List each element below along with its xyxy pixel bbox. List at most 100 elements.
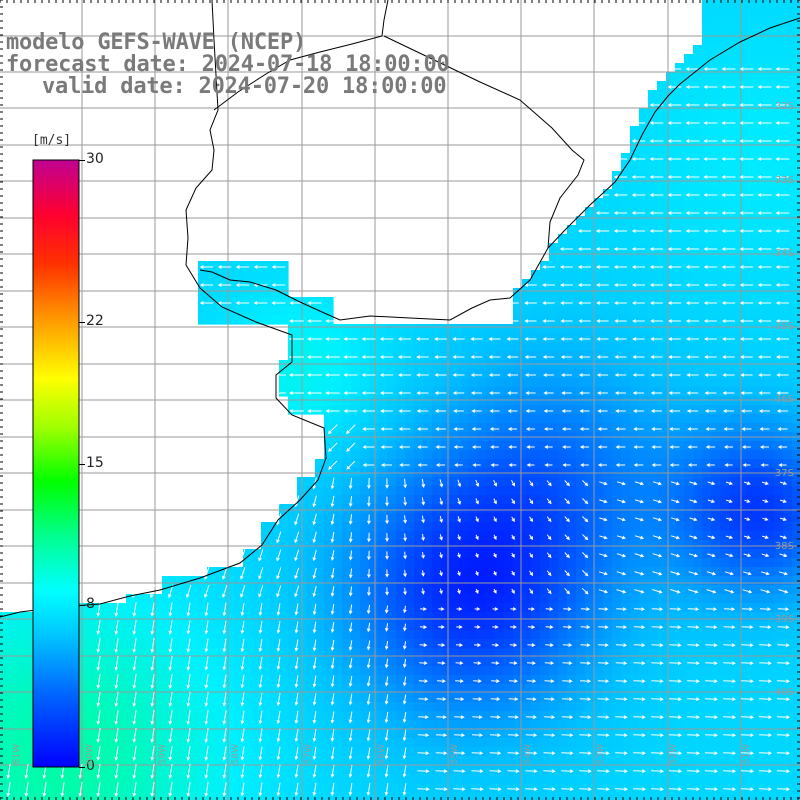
wind-arrow bbox=[650, 373, 663, 377]
wind-arrow bbox=[649, 121, 664, 125]
wind-arrow bbox=[724, 463, 733, 467]
wind-arrow bbox=[707, 481, 716, 486]
wind-arrow bbox=[294, 728, 299, 742]
wind-arrow bbox=[402, 765, 407, 778]
valid-date: valid date: 2024-07-20 18:00:00 bbox=[42, 74, 447, 99]
wind-arrow bbox=[685, 265, 700, 269]
wind-arrow bbox=[509, 661, 518, 665]
wind-arrow bbox=[276, 531, 282, 544]
wind-arrow bbox=[453, 409, 464, 413]
wind-arrow bbox=[649, 139, 664, 143]
wind-arrow bbox=[168, 656, 173, 671]
wind-arrow bbox=[598, 643, 609, 647]
wind-arrow bbox=[240, 782, 245, 797]
wind-arrow bbox=[343, 373, 358, 377]
wind-arrow bbox=[475, 534, 479, 541]
wind-arrow bbox=[240, 764, 245, 779]
wind-arrow bbox=[759, 643, 772, 648]
wind-arrow bbox=[723, 643, 736, 648]
wind-arrow bbox=[777, 661, 790, 666]
wind-arrow bbox=[217, 265, 232, 269]
wind-arrow bbox=[294, 549, 300, 562]
wind-arrow bbox=[204, 566, 210, 580]
wind-arrow bbox=[689, 499, 698, 504]
wind-arrow bbox=[348, 622, 353, 633]
wind-arrow bbox=[761, 481, 769, 485]
wind-arrow bbox=[294, 782, 299, 797]
wind-arrow bbox=[633, 625, 646, 630]
wind-arrow bbox=[742, 463, 751, 467]
wind-arrow bbox=[615, 733, 628, 738]
wind-arrow bbox=[348, 586, 353, 597]
wind-arrow bbox=[385, 478, 389, 489]
wind-arrow bbox=[168, 674, 173, 689]
wind-arrow bbox=[361, 373, 376, 377]
wind-arrow bbox=[686, 769, 701, 774]
wind-arrow bbox=[434, 355, 447, 359]
wind-arrow bbox=[739, 157, 754, 161]
wind-arrow bbox=[669, 427, 680, 431]
wind-arrow bbox=[524, 355, 537, 359]
wind-arrow bbox=[330, 586, 335, 597]
wind-arrow bbox=[454, 715, 465, 719]
wind-arrow bbox=[204, 584, 210, 599]
wind-arrow bbox=[271, 265, 286, 269]
wind-arrow bbox=[348, 604, 353, 615]
wind-arrow bbox=[775, 229, 790, 233]
wind-arrow bbox=[384, 747, 389, 760]
wind-arrow bbox=[362, 463, 375, 467]
wind-arrow bbox=[511, 516, 515, 523]
wind-arrow bbox=[473, 679, 482, 683]
wind-arrow bbox=[667, 193, 682, 197]
wind-arrow bbox=[761, 535, 769, 539]
wind-arrow bbox=[418, 715, 429, 719]
wind-arrow bbox=[668, 751, 683, 756]
wind-arrow bbox=[707, 517, 716, 522]
wind-arrow bbox=[546, 480, 552, 487]
wind-arrow bbox=[687, 463, 697, 467]
wind-arrow bbox=[455, 661, 464, 665]
wind-arrow bbox=[776, 787, 791, 792]
wind-arrow bbox=[204, 602, 209, 617]
wind-arrow bbox=[776, 409, 789, 413]
wind-arrow bbox=[348, 514, 353, 525]
wind-arrow bbox=[489, 391, 500, 395]
wind-arrow bbox=[150, 782, 155, 797]
wind-arrow bbox=[544, 445, 553, 449]
wind-arrow bbox=[524, 319, 537, 323]
wind-arrow bbox=[434, 391, 447, 395]
wind-arrow bbox=[204, 728, 209, 743]
wind-arrow bbox=[294, 621, 299, 634]
wind-arrow bbox=[258, 567, 264, 580]
wind-arrow bbox=[633, 661, 646, 666]
wind-arrow bbox=[330, 621, 335, 634]
wind-arrow bbox=[723, 445, 733, 449]
wind-arrow bbox=[757, 103, 772, 107]
wind-arrow bbox=[543, 715, 556, 720]
wind-arrow bbox=[235, 283, 250, 287]
wind-arrow bbox=[455, 643, 464, 647]
wind-arrow bbox=[631, 229, 646, 233]
wind-arrow bbox=[421, 533, 425, 542]
longitude-label: 55W bbox=[450, 744, 460, 765]
wind-arrow bbox=[439, 497, 444, 506]
wind-arrow bbox=[328, 460, 338, 470]
wind-arrow bbox=[402, 783, 407, 796]
wind-arrow bbox=[325, 373, 340, 377]
wind-arrow bbox=[615, 625, 628, 630]
wind-arrow bbox=[240, 585, 246, 598]
wind-arrow bbox=[452, 373, 465, 377]
wind-arrow bbox=[759, 607, 772, 612]
wind-arrow bbox=[403, 496, 408, 507]
wind-arrow bbox=[561, 733, 574, 738]
wind-arrow bbox=[649, 283, 663, 287]
wind-arrow bbox=[186, 656, 191, 671]
colorbar-label: 22 bbox=[86, 312, 104, 329]
wind-arrow bbox=[222, 602, 227, 617]
wind-arrow bbox=[276, 674, 281, 689]
wind-arrow bbox=[687, 643, 700, 648]
wind-arrow bbox=[526, 679, 537, 683]
wind-arrow bbox=[348, 783, 353, 796]
wind-arrow bbox=[775, 193, 790, 197]
wind-arrow bbox=[563, 607, 572, 611]
